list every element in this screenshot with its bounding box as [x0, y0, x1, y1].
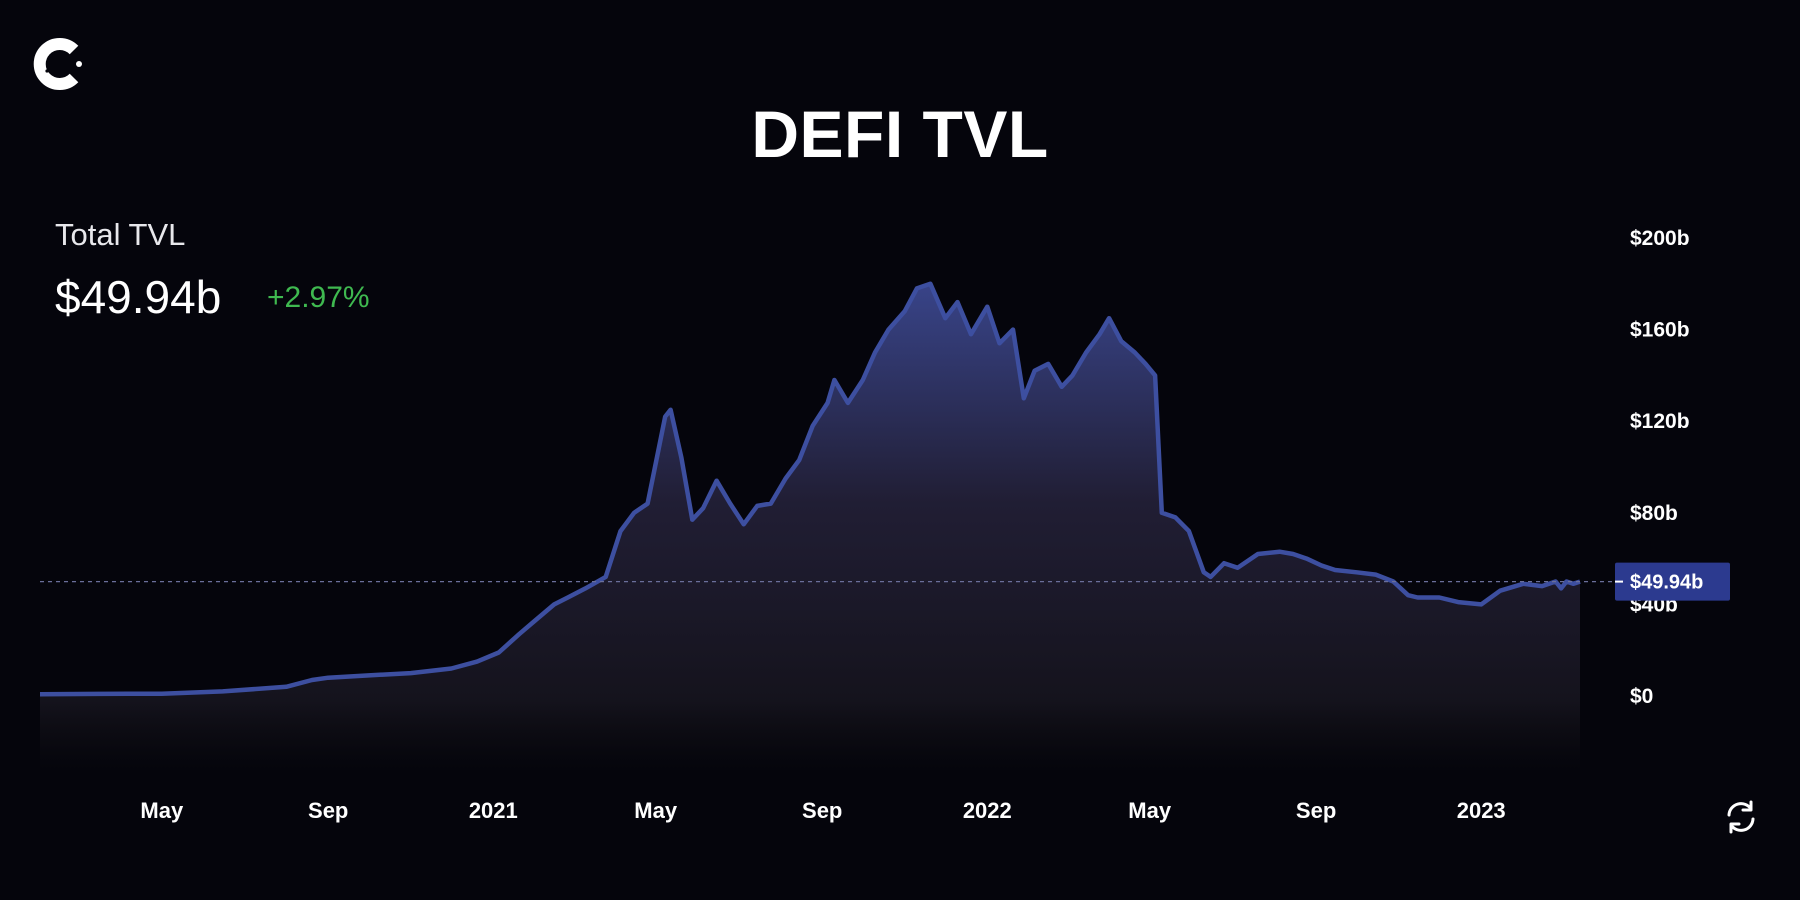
x-tick-label: May	[140, 798, 184, 823]
tvl-area-fill	[40, 283, 1580, 770]
x-tick-label: 2022	[963, 798, 1012, 823]
x-tick-label: 2021	[469, 798, 518, 823]
y-tick-label: $80b	[1630, 502, 1678, 525]
current-value-label: $49.94b	[1630, 572, 1703, 594]
y-tick-label: $200b	[1630, 227, 1690, 250]
x-axis-ticks: May Sep 2021 May Sep 2022 May Sep 2023	[140, 798, 1505, 823]
y-tick-label: $160b	[1630, 319, 1690, 342]
total-tvl-change: +2.97%	[267, 281, 370, 314]
coinstats-logo-icon[interactable]	[32, 36, 88, 92]
x-tick-label: Sep	[802, 798, 842, 823]
x-tick-label: 2023	[1457, 798, 1506, 823]
total-tvl-value: $49.94b	[55, 271, 222, 323]
x-tick-label: Sep	[1296, 798, 1336, 823]
x-tick-label: Sep	[308, 798, 348, 823]
x-tick-label: May	[634, 798, 678, 823]
y-tick-label: $120b	[1630, 410, 1690, 433]
y-axis-ticks: $0$40b$80b$120b$160b$200b	[1630, 227, 1690, 708]
y-tick-label: $0	[1630, 685, 1653, 708]
area-bottom-fade	[40, 700, 1585, 770]
page-title: DEFI TVL	[751, 97, 1049, 171]
current-value-badge: $49.94b	[1615, 562, 1730, 601]
tvl-series-line	[39, 281, 1581, 697]
total-tvl-label: Total TVL	[55, 217, 186, 252]
refresh-icon[interactable]	[1722, 798, 1760, 836]
current-value-badge-bg	[1615, 562, 1730, 601]
x-tick-label: May	[1128, 798, 1172, 823]
